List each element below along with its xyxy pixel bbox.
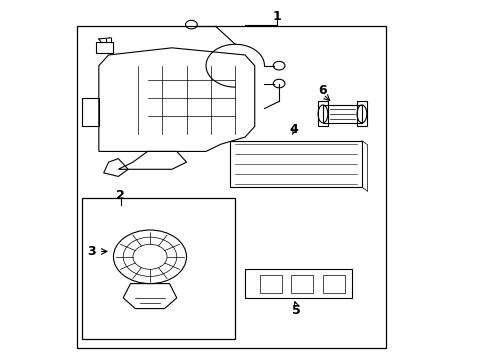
Bar — [323, 275, 345, 293]
Text: 2: 2 — [117, 189, 125, 202]
Bar — [230, 141, 362, 187]
Text: 5: 5 — [292, 304, 300, 317]
Bar — [291, 275, 313, 293]
Bar — [245, 269, 352, 298]
Bar — [318, 102, 328, 126]
Text: 3: 3 — [87, 245, 96, 258]
Text: 6: 6 — [318, 84, 327, 97]
Bar — [77, 26, 386, 348]
Bar — [323, 105, 362, 123]
Text: 1: 1 — [272, 10, 281, 23]
Bar — [260, 275, 282, 293]
Bar — [357, 102, 367, 126]
Text: 4: 4 — [290, 123, 298, 136]
Bar — [82, 198, 235, 339]
